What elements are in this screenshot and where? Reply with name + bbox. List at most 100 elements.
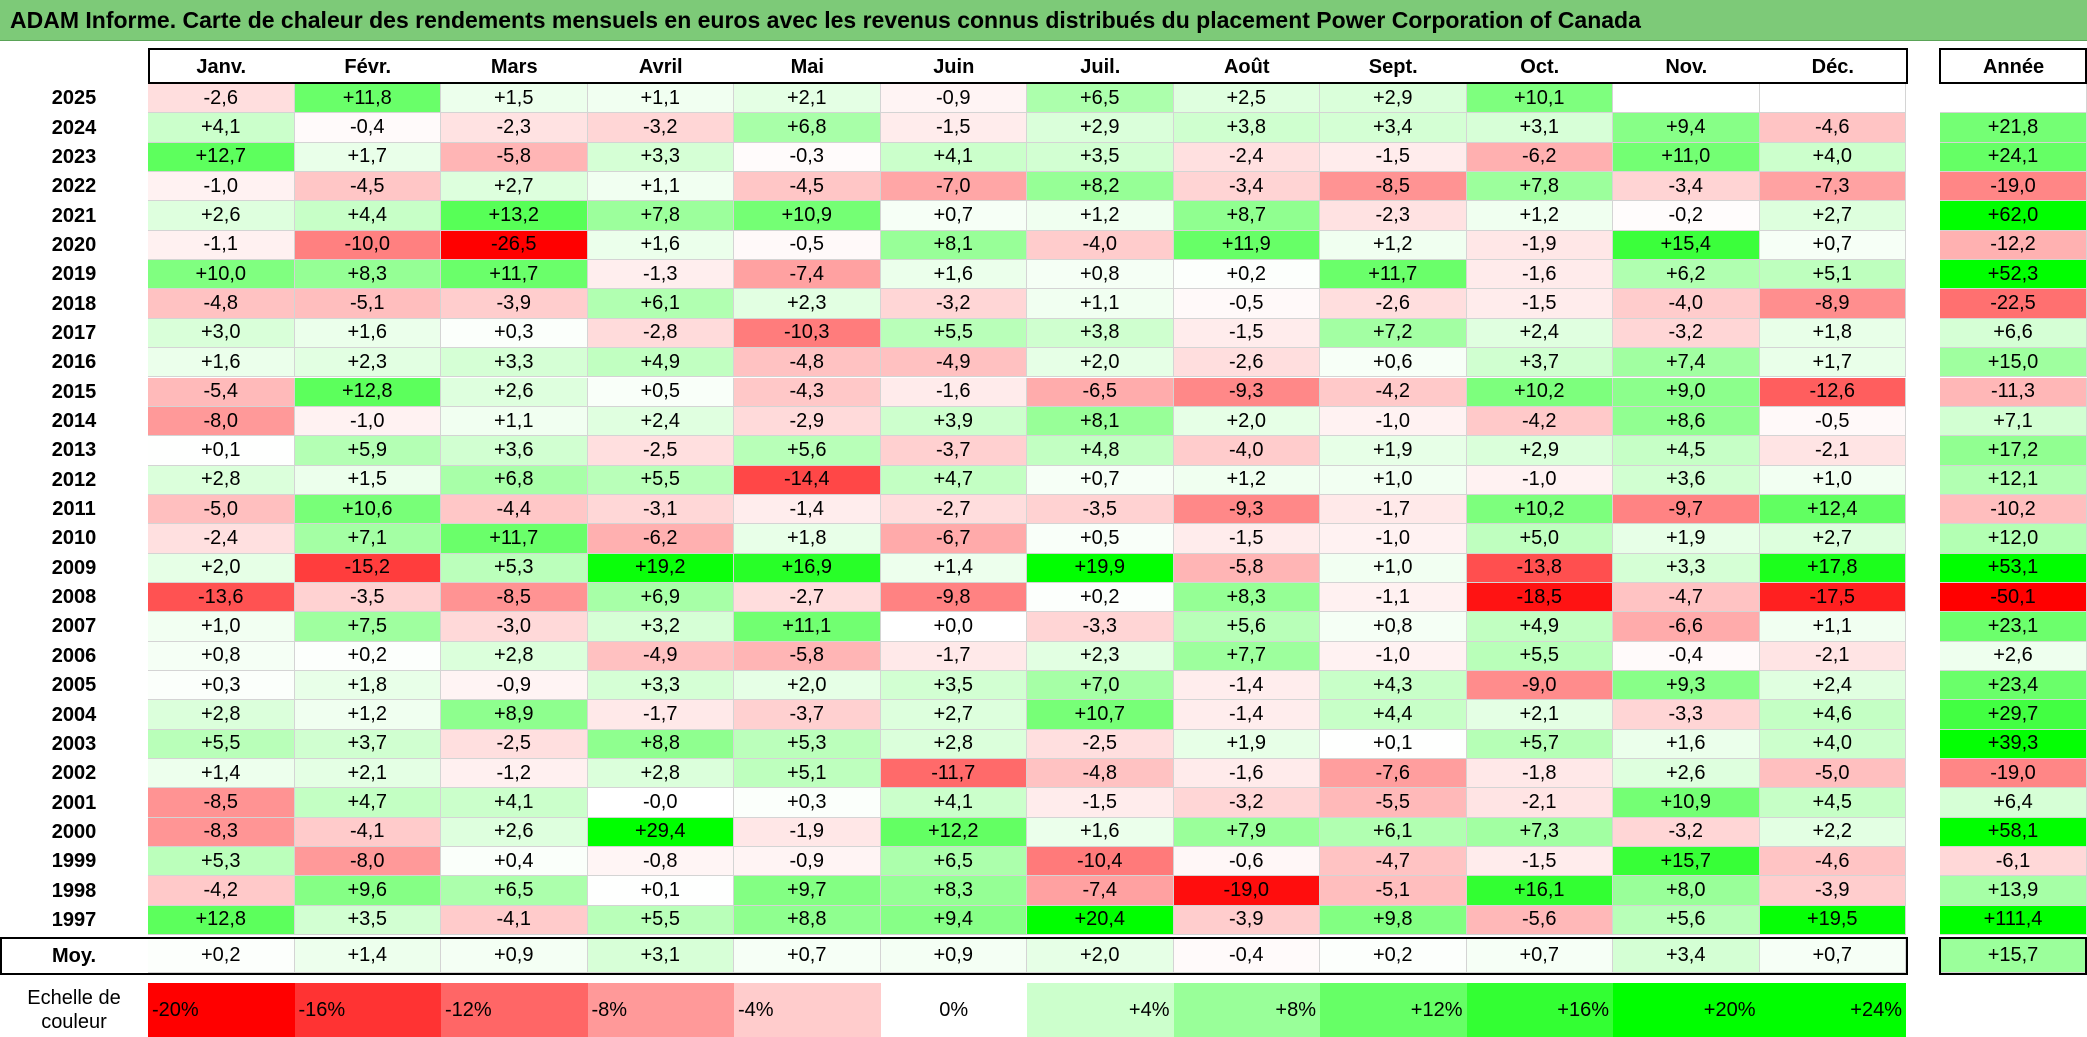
year-label: 2015 [51,380,97,403]
average-cell: +2,0 [1027,939,1174,974]
heatmap-cell: +11,0 [1613,142,1760,173]
average-cell: +0,7 [1759,939,1906,974]
heatmap-cell: +12,7 [148,142,295,173]
year-label: 2020 [51,233,97,256]
heatmap-cell: -19,0 [1173,876,1320,906]
heatmap-cell: +1,1 [587,172,734,202]
heatmap-cell: -5,5 [1320,788,1467,818]
heatmap-cell: +0,5 [1027,524,1174,554]
heatmap-cell: +4,8 [1027,436,1174,466]
month-header: Mai [790,55,824,78]
heatmap-cell: +3,0 [148,318,295,349]
heatmap-cell: +7,8 [587,201,734,231]
heatmap-cell: +5,6 [734,436,881,466]
heatmap-cell: -2,5 [587,436,734,466]
average-cell: +0,2 [148,939,295,974]
heatmap-cell: +9,0 [1613,377,1760,407]
heatmap-cell: -11,7 [880,759,1027,789]
annual-cell: +21,8 [1940,113,2087,143]
heatmap-cell: -1,9 [1466,230,1613,261]
heatmap-cell: +1,6 [294,318,441,349]
heatmap-cell: +3,8 [1027,318,1174,349]
heatmap-cell: +8,9 [441,700,588,730]
heatmap-cell: -3,7 [880,436,1027,466]
heatmap-cell: +3,4 [1320,113,1467,143]
heatmap-cell: -7,4 [734,260,881,290]
annual-cell: +62,0 [1940,201,2087,231]
heatmap-cell: -4,6 [1759,113,1906,143]
heatmap-cell: +10,2 [1466,377,1613,407]
annual-cell: +17,2 [1940,436,2087,466]
heatmap-cell: -4,3 [734,377,881,407]
heatmap-cell: +1,6 [1613,729,1760,760]
heatmap-cell: -1,4 [1173,700,1320,730]
heatmap-cell: -1,1 [1320,582,1467,613]
heatmap-cell: +2,3 [734,289,881,319]
heatmap-cell: -5,8 [441,142,588,173]
heatmap-cell: -5,0 [1759,759,1906,789]
heatmap-cell: -4,7 [1613,582,1760,613]
annual-cell: +13,9 [1940,876,2087,906]
heatmap-cell: +0,4 [441,847,588,877]
color-scale-swatch: 0% [880,983,1027,1037]
heatmap-cell: -3,2 [1173,788,1320,818]
heatmap-cell: -2,9 [734,406,881,437]
heatmap-cell: +1,0 [1320,465,1467,495]
heatmap-cell: +4,0 [1759,729,1906,760]
heatmap-cell: +29,4 [587,817,734,848]
heatmap-cell: +0,3 [734,788,881,818]
annual-cell: +111,4 [1940,905,2087,936]
heatmap-cell: -4,8 [1027,759,1174,789]
heatmap-cell: -8,0 [148,406,295,437]
heatmap-cell: +4,9 [587,348,734,378]
heatmap-cell: -2,8 [587,318,734,349]
year-label: 2008 [51,586,97,609]
heatmap-cell: -2,6 [1173,348,1320,378]
heatmap-cell: +3,9 [880,406,1027,437]
month-header: Janv. [196,55,247,78]
heatmap-cell: -4,0 [1613,289,1760,319]
heatmap-cell: -10,3 [734,318,881,349]
heatmap-cell: -6,7 [880,524,1027,554]
heatmap-cell: -4,2 [1466,406,1613,437]
average-annual-cell: +15,7 [1940,939,2087,974]
heatmap-cell: +4,4 [294,201,441,231]
average-cell: +0,2 [1320,939,1467,974]
heatmap-cell: -8,0 [294,847,441,877]
heatmap-cell: +2,4 [1759,671,1906,701]
heatmap-cell: +7,8 [1466,172,1613,202]
average-cell: +3,4 [1613,939,1760,974]
heatmap-cell: +5,5 [148,729,295,760]
heatmap-cell: +12,4 [1759,494,1906,525]
heatmap-cell: -1,7 [1320,494,1467,525]
heatmap-cell: -4,4 [441,494,588,525]
month-header: Juil. [1080,55,1121,78]
heatmap-cell: -4,9 [587,641,734,671]
annual-cell: -12,2 [1940,230,2087,261]
heatmap-cell: +5,6 [1173,612,1320,642]
heatmap-cell: -1,5 [1466,847,1613,877]
heatmap-cell: +2,4 [587,406,734,437]
heatmap-cell: +7,2 [1320,318,1467,349]
year-label: 2024 [51,116,97,139]
heatmap-cell: -17,5 [1759,582,1906,613]
heatmap-cell: +2,8 [148,700,295,730]
heatmap-cell: +6,5 [441,876,588,906]
heatmap-cell: -1,5 [880,113,1027,143]
heatmap-cell: -8,5 [441,582,588,613]
heatmap-cell: +8,3 [294,260,441,290]
annual-cell: +23,1 [1940,612,2087,642]
heatmap-cell: +7,9 [1173,817,1320,848]
heatmap-cell: +1,2 [1466,201,1613,231]
heatmap-cell: -4,2 [148,876,295,906]
heatmap-cell: -0,4 [294,113,441,143]
heatmap-cell: -1,3 [587,260,734,290]
heatmap-cell: -1,1 [148,230,295,261]
heatmap-cell: -7,4 [1027,876,1174,906]
heatmap-cell: +5,5 [587,465,734,495]
heatmap-cell: +13,2 [441,201,588,231]
heatmap-cell: +3,3 [587,671,734,701]
heatmap-cell: -5,8 [734,641,881,671]
heatmap-cell: -2,4 [148,524,295,554]
heatmap-cell: -3,2 [587,113,734,143]
